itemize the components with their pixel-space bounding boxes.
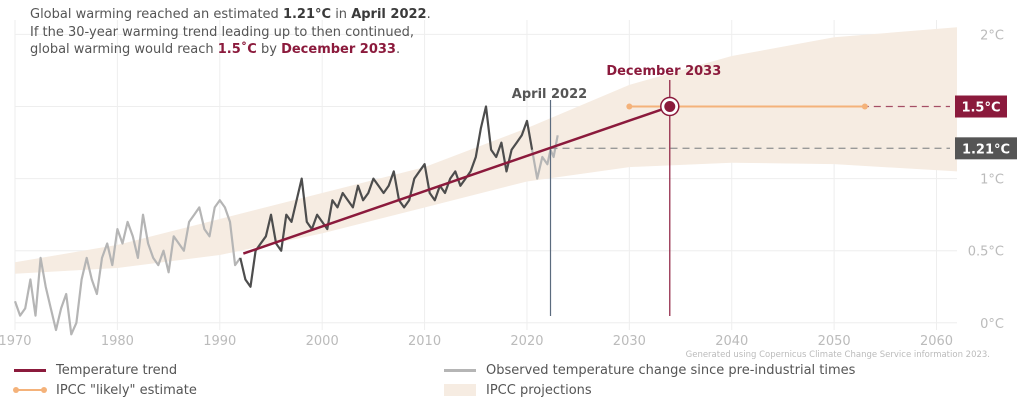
headline-line-1: Global warming reached an estimated 1.21… (30, 6, 490, 24)
legend-item-trend: Temperature trend (14, 360, 177, 380)
target-warming-value: 1.5˚C (217, 42, 257, 57)
temperature-trend-line (242, 105, 671, 255)
target-point (664, 101, 676, 113)
x-tick-label: 1970 (0, 334, 32, 349)
source-credit: Generated using Copernicus Climate Chang… (686, 350, 990, 360)
headline: Global warming reached an estimated 1.21… (30, 6, 490, 59)
y-tick-label: 2°C (980, 28, 1004, 43)
legend-label: IPCC projections (486, 382, 592, 398)
target-date: December 2033 (281, 42, 396, 57)
y-tick-label: 1°C (980, 173, 1004, 188)
observed-series-recent (239, 105, 534, 288)
x-tick-label: 2060 (920, 334, 953, 349)
x-tick-label: 2010 (408, 334, 441, 349)
legend: Temperature trend Observed temperature c… (0, 356, 1024, 404)
ipcc-projection-band (15, 27, 957, 274)
legend-item-ipcc-likely: IPCC "likely" estimate (13, 380, 197, 400)
legend-label: Observed temperature change since pre-in… (486, 362, 856, 378)
legend-swatch-trend (14, 364, 46, 376)
x-tick-label: 1990 (203, 334, 236, 349)
observed-series-latest (531, 135, 559, 180)
headline-line-2: If the 30-year warming trend leading up … (30, 24, 415, 40)
legend-swatch-ipcc-band (444, 384, 476, 396)
ipcc-likely-point (626, 103, 633, 110)
legend-swatch-observed (444, 364, 476, 376)
december-2033-label: December 2033 (606, 64, 721, 79)
legend-label: Temperature trend (56, 362, 178, 378)
legend-swatch-ipcc-likely (13, 384, 47, 396)
observed-series-early (13, 199, 242, 336)
current-date: April 2022 (351, 7, 427, 22)
current-warming-value: 1.21°C (282, 7, 332, 22)
x-tick-label: 2020 (510, 334, 543, 349)
legend-label: IPCC "likely" estimate (56, 382, 197, 398)
headline-text: . (426, 7, 431, 22)
headline-text: . (395, 42, 401, 57)
y-tick-label: 0°C (980, 317, 1004, 332)
headline-text: Global warming reached an estimated (30, 7, 283, 22)
headline-text: by (256, 42, 282, 57)
x-tick-label: 2030 (613, 334, 646, 349)
headline-line-3: global warming would reach 1.5˚C by Dece… (30, 41, 490, 59)
target-value-badge-label: 1.5°C (961, 101, 1000, 116)
headline-text: in (331, 7, 352, 22)
y-tick-label: 0.5°C (968, 245, 1004, 260)
ipcc-likely-point (861, 103, 868, 110)
current-value-badge-label: 1.21°C (962, 142, 1010, 157)
x-tick-label: 1980 (101, 334, 134, 349)
current-value-badge (955, 137, 1017, 160)
legend-item-ipcc-band: IPCC projections (444, 380, 592, 400)
target-value-badge (955, 95, 1007, 118)
april-2022-label: April 2022 (512, 87, 587, 102)
headline-text: global warming would reach (30, 42, 218, 57)
x-tick-label: 2040 (715, 334, 748, 349)
x-tick-label: 2000 (306, 334, 339, 349)
legend-item-observed: Observed temperature change since pre-in… (444, 360, 855, 380)
x-tick-label: 2050 (818, 334, 851, 349)
